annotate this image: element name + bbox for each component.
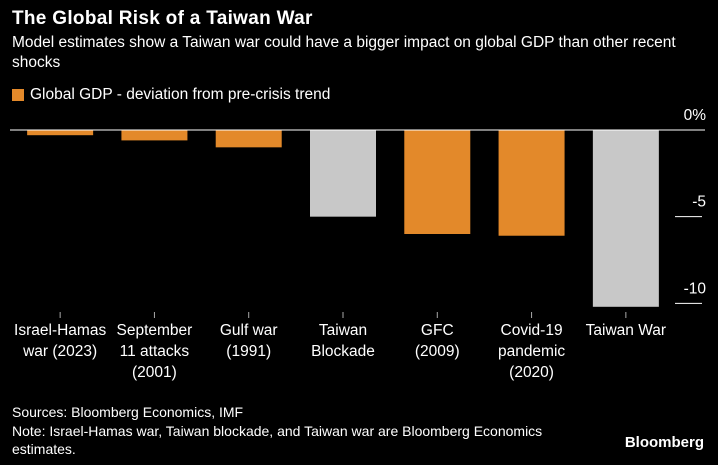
x-tick-label: Covid-19 pandemic (2020) bbox=[497, 322, 566, 381]
bar bbox=[27, 130, 94, 136]
x-tick-label: GFC (2009) bbox=[414, 322, 460, 360]
bar bbox=[404, 130, 471, 234]
bar bbox=[498, 130, 565, 236]
bar bbox=[121, 130, 188, 141]
x-tick-label: Taiwan War bbox=[585, 322, 667, 339]
bar bbox=[215, 130, 282, 148]
y-tick-label: -5 bbox=[692, 194, 706, 211]
x-tick-label: Gulf war (1991) bbox=[219, 322, 278, 360]
legend-label: Global GDP - deviation from pre-crisis t… bbox=[30, 86, 331, 103]
brand: Bloomberg bbox=[624, 434, 704, 451]
legend: Global GDP - deviation from pre-crisis t… bbox=[12, 86, 330, 104]
x-tick-label: Taiwan Blockade bbox=[311, 322, 375, 360]
chart-title: The Global Risk of a Taiwan War bbox=[12, 8, 313, 29]
y-tick-label: -10 bbox=[684, 280, 707, 297]
legend-swatch bbox=[12, 89, 24, 101]
x-tick-label: September 11 attacks (2001) bbox=[116, 322, 193, 381]
x-tick-label: Israel-Hamas war (2023) bbox=[14, 322, 107, 360]
bar bbox=[310, 130, 376, 217]
chart-subtitle: Model estimates show a Taiwan war could … bbox=[12, 34, 676, 71]
note: Note: Israel-Hamas war, Taiwan blockade,… bbox=[12, 423, 543, 457]
sources: Sources: Bloomberg Economics, IMF bbox=[12, 404, 244, 420]
bar bbox=[592, 130, 659, 307]
y-tick-label: 0% bbox=[684, 107, 707, 124]
